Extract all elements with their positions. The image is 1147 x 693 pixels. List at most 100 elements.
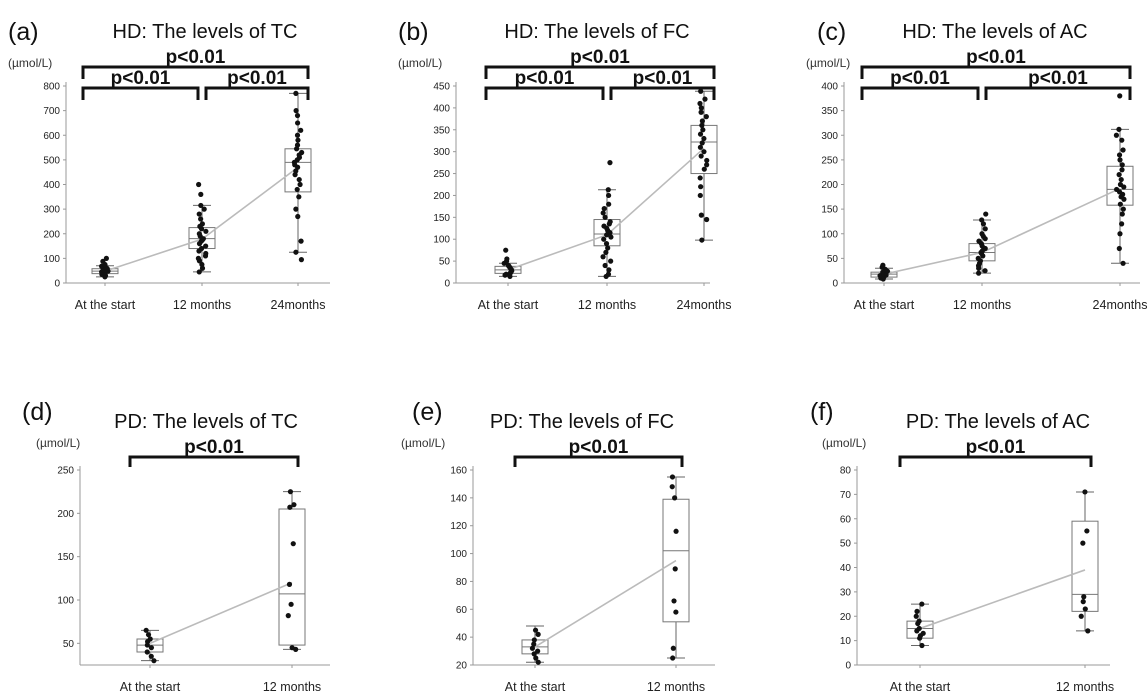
- data-point: [913, 613, 919, 619]
- data-point: [979, 217, 985, 223]
- data-point: [532, 627, 539, 633]
- data-point: [1117, 93, 1123, 99]
- mean-trend-line: [919, 569, 1086, 630]
- significance-bracket: [204, 86, 310, 100]
- significance-label: p<0.01: [227, 68, 287, 89]
- panel-letter: (a): [8, 18, 39, 46]
- data-point: [697, 192, 703, 199]
- data-point: [697, 144, 704, 150]
- significance-bracket: [860, 86, 980, 100]
- data-point: [670, 645, 676, 651]
- x-tick-label: 12 months: [1056, 680, 1114, 693]
- data-point: [531, 641, 537, 647]
- data-point: [605, 187, 611, 193]
- significance-label: p<0.01: [633, 68, 693, 89]
- data-point: [699, 122, 705, 128]
- data-point: [503, 247, 509, 253]
- data-point: [673, 609, 679, 615]
- y-tick-label: 300: [821, 131, 838, 142]
- significance-label: p<0.01: [515, 68, 575, 89]
- data-point: [602, 214, 608, 220]
- y-tick-label: 700: [43, 106, 60, 117]
- data-point: [1120, 206, 1126, 212]
- data-point: [295, 137, 301, 143]
- data-point: [148, 645, 155, 651]
- chart-panel-4: (d) PD: The levels of TC (µmol/L) 50 100 150 2…: [22, 398, 330, 693]
- data-point: [298, 238, 304, 244]
- data-point: [976, 270, 982, 276]
- data-point: [296, 176, 302, 183]
- data-point: [504, 256, 510, 262]
- x-tick-label: 12 months: [647, 680, 705, 693]
- data-point: [607, 219, 613, 225]
- x-tick-label: 12 months: [953, 298, 1011, 312]
- data-point: [1119, 167, 1125, 173]
- data-point: [293, 206, 299, 212]
- data-point: [203, 250, 209, 257]
- x-tick-label: 12 months: [578, 298, 636, 312]
- x-tick-label: At the start: [120, 680, 181, 693]
- data-point: [1118, 176, 1124, 183]
- y-tick-label: 160: [450, 466, 467, 477]
- mean-trend-line: [534, 559, 677, 648]
- y-tick-label: 100: [57, 596, 74, 607]
- data-point: [601, 236, 607, 242]
- data-point: [535, 648, 541, 654]
- y-tick-label: 500: [43, 155, 60, 166]
- data-point: [704, 216, 710, 223]
- data-point: [145, 632, 152, 638]
- data-point: [699, 237, 705, 243]
- data-point: [670, 655, 676, 661]
- data-point: [1117, 201, 1123, 207]
- data-point: [144, 649, 150, 655]
- data-point: [531, 651, 537, 657]
- y-tick-label: 400: [43, 180, 60, 191]
- data-point: [1117, 231, 1123, 237]
- data-point: [298, 127, 304, 133]
- y-tick-label: 300: [433, 147, 450, 158]
- data-point: [698, 88, 704, 94]
- data-point: [699, 118, 705, 124]
- data-point: [286, 581, 293, 588]
- data-point: [701, 149, 707, 155]
- y-axis-unit: (µmol/L): [398, 56, 442, 70]
- chart-title: PD: The levels of AC: [906, 411, 1090, 433]
- significance-bracket: [81, 86, 200, 100]
- significance-bracket: [484, 65, 716, 79]
- y-tick-label: 350: [433, 125, 450, 136]
- data-point: [1119, 137, 1125, 143]
- data-point: [201, 206, 207, 212]
- data-point: [672, 495, 678, 501]
- y-tick-label: 50: [827, 254, 839, 265]
- data-point: [880, 262, 886, 268]
- y-axis-unit: (µmol/L): [401, 436, 445, 450]
- panel-letter: (f): [810, 398, 834, 426]
- chart-panel-1: (a) HD: The levels of TC (µmol/L) 0 100 200 30…: [8, 18, 330, 312]
- data-point: [602, 262, 608, 269]
- data-point: [1120, 260, 1126, 266]
- y-tick-label: 100: [43, 254, 60, 265]
- data-point: [143, 627, 149, 633]
- data-point: [698, 212, 704, 218]
- data-point: [698, 153, 704, 159]
- data-point: [298, 257, 305, 263]
- data-point: [505, 262, 512, 269]
- data-point: [1082, 606, 1088, 612]
- data-point: [287, 504, 293, 510]
- data-point: [605, 192, 612, 199]
- significance-label: p<0.01: [569, 437, 629, 458]
- y-tick-label: 50: [63, 639, 75, 650]
- y-tick-label: 60: [840, 514, 852, 525]
- data-point: [297, 181, 303, 188]
- data-point: [1120, 147, 1126, 153]
- data-point: [1078, 613, 1084, 619]
- data-point: [1119, 162, 1125, 168]
- y-tick-label: 80: [456, 577, 468, 588]
- data-point: [148, 653, 154, 659]
- chart-title: HD: The levels of AC: [902, 21, 1087, 43]
- data-point: [608, 258, 614, 264]
- data-point: [698, 105, 704, 111]
- y-tick-label: 60: [456, 605, 468, 616]
- data-point: [605, 245, 611, 251]
- data-point: [979, 231, 985, 237]
